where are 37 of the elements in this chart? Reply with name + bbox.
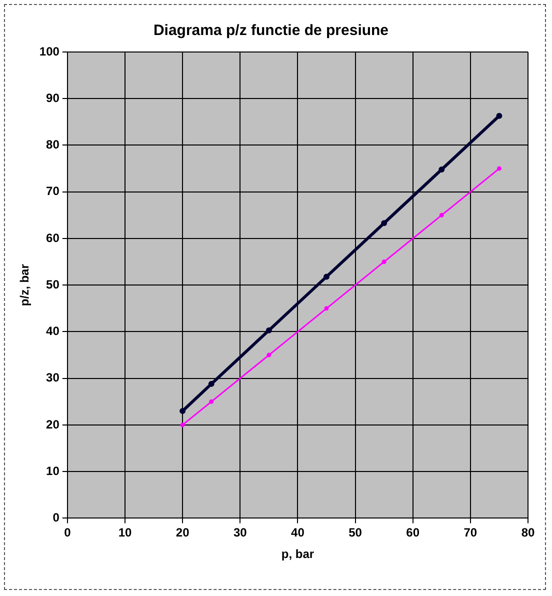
point [496,112,502,119]
x-axis-title: p, bar [281,547,314,562]
point [324,306,329,311]
x-tick-label: 40 [291,526,305,540]
point [180,408,186,414]
y-tick-label: 60 [46,230,60,245]
point [266,327,272,334]
point [496,166,502,171]
x-tick-label: 30 [233,526,248,540]
x-tick-label: 60 [406,526,420,540]
y-tick-label: 100 [39,44,60,58]
y-tick-label: 10 [46,464,60,478]
y-tick-label: 80 [46,138,60,152]
x-tick-label: 50 [348,526,362,540]
point [208,380,214,387]
point [382,260,386,264]
x-tick-label: 0 [64,526,72,540]
y-tick-label: 20 [46,417,60,432]
point [323,274,330,280]
point [180,422,185,428]
point [209,399,214,404]
point [266,352,272,358]
y-tick-label: 30 [46,370,60,385]
x-tick-label: 70 [464,526,478,540]
point [439,212,444,218]
y-tick-label: 40 [46,324,60,338]
y-axis-title: p/z, bar [18,264,32,306]
y-tick-label: 90 [46,90,60,105]
chart-title: Diagrama p/z functie de presiune [153,22,389,40]
point [438,166,445,172]
y-tick-label: 70 [46,184,60,198]
y-tick-label: 50 [46,277,60,292]
point [381,220,388,226]
x-tick-label: 20 [176,526,190,540]
x-tick-label: 10 [118,526,132,540]
y-tick-label: 0 [52,510,60,525]
x-tick-label: 80 [521,526,535,540]
